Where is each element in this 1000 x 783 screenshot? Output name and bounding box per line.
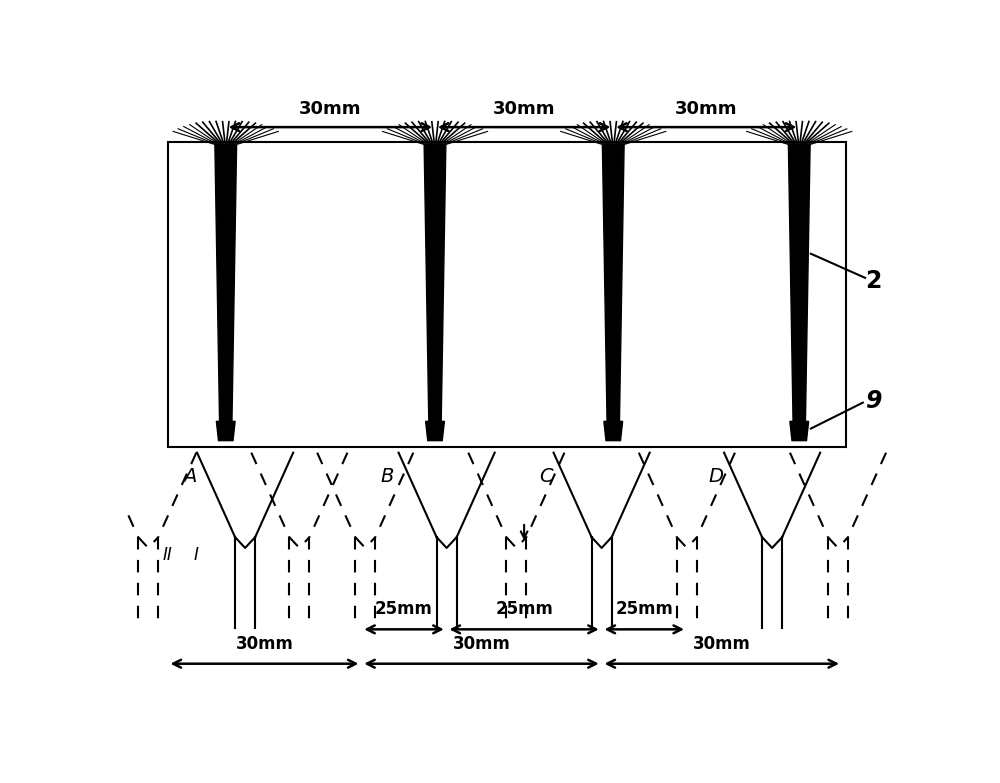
Text: 30mm: 30mm — [675, 100, 738, 118]
Text: II: II — [163, 547, 173, 565]
Text: 2: 2 — [865, 269, 881, 293]
Polygon shape — [424, 145, 446, 421]
Text: I: I — [194, 547, 199, 565]
Text: C: C — [539, 467, 553, 486]
Text: A: A — [183, 467, 196, 486]
Polygon shape — [790, 421, 809, 441]
Text: 30mm: 30mm — [693, 635, 751, 653]
Text: 25mm: 25mm — [375, 601, 433, 619]
Text: B: B — [380, 467, 394, 486]
Text: 30mm: 30mm — [236, 635, 293, 653]
Text: 30mm: 30mm — [453, 635, 510, 653]
Polygon shape — [602, 145, 624, 421]
Text: 30mm: 30mm — [493, 100, 555, 118]
Polygon shape — [216, 421, 235, 441]
Polygon shape — [788, 145, 810, 421]
Bar — [168, 143, 846, 446]
Text: 25mm: 25mm — [615, 601, 673, 619]
Text: 9: 9 — [865, 389, 881, 413]
Text: D: D — [709, 467, 724, 486]
Polygon shape — [426, 421, 444, 441]
Polygon shape — [215, 145, 237, 421]
Text: 25mm: 25mm — [495, 601, 553, 619]
Text: 30mm: 30mm — [299, 100, 362, 118]
Polygon shape — [604, 421, 623, 441]
